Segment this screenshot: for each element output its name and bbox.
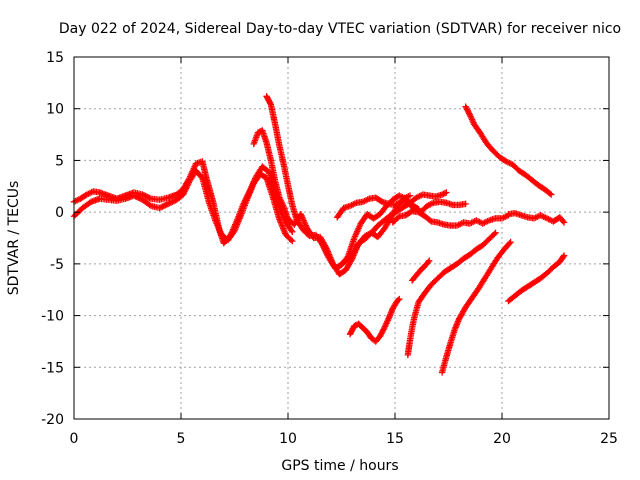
y-tick-label: 10 (46, 102, 64, 118)
y-tick-label: 15 (46, 50, 64, 66)
data-point (289, 228, 296, 235)
data-point (159, 203, 166, 210)
data-point (424, 258, 432, 266)
data-point (560, 253, 567, 261)
data-point (440, 190, 447, 198)
data-point (167, 199, 175, 206)
data-point (546, 190, 554, 197)
series-arc-2 (70, 167, 296, 245)
data-point (289, 237, 296, 245)
y-tick-label: -20 (41, 412, 64, 428)
data-point (560, 252, 568, 259)
series-arc-8 (462, 103, 555, 198)
data-point (396, 295, 403, 303)
data-point (146, 201, 153, 209)
y-tick-label: 0 (55, 205, 64, 221)
y-tick-label: -15 (41, 360, 64, 376)
series-arc-14 (346, 295, 403, 345)
data-point (135, 194, 142, 201)
data-point (465, 110, 473, 117)
data-point (266, 99, 274, 107)
series-arc-6 (334, 194, 469, 221)
data-point (426, 217, 434, 224)
data-point (441, 189, 449, 197)
x-tick-label: 25 (600, 431, 618, 447)
y-tick-label: -10 (41, 309, 64, 325)
data-point (380, 326, 387, 333)
data-point (143, 193, 150, 200)
data-points-layer (70, 93, 568, 376)
series-arc-12 (438, 238, 514, 376)
data-point (132, 193, 139, 200)
series-arc-13 (505, 252, 568, 305)
y-tick-label: 5 (55, 153, 64, 169)
tick-marks-layer (73, 56, 610, 420)
data-point (163, 201, 170, 208)
data-point (377, 197, 385, 205)
data-point (304, 231, 312, 238)
plot-frame (73, 56, 610, 420)
data-point (133, 193, 140, 201)
data-point (548, 191, 555, 198)
data-point (166, 199, 173, 207)
series-arc-10 (404, 229, 499, 359)
data-point (142, 192, 149, 200)
series-arc-9 (505, 209, 568, 226)
data-point (491, 230, 498, 238)
x-tick-label: 10 (279, 431, 297, 447)
data-point (130, 192, 138, 199)
y-tick-label: -5 (50, 257, 64, 273)
x-tick-label: 5 (177, 431, 186, 447)
series-arc-7 (389, 207, 512, 229)
series-arc-4 (263, 93, 422, 272)
data-point (462, 200, 469, 208)
grid-layer (74, 57, 609, 419)
data-point (492, 229, 499, 237)
data-point (426, 257, 433, 264)
data-point (170, 197, 178, 205)
data-point (438, 191, 446, 198)
data-point (146, 194, 153, 202)
data-point (164, 200, 172, 208)
data-point (351, 322, 358, 330)
data-point (287, 236, 295, 244)
data-point (162, 202, 169, 209)
data-point (156, 204, 163, 212)
data-point (559, 217, 567, 225)
data-point (136, 195, 143, 202)
data-point (443, 189, 450, 196)
data-point (157, 204, 165, 211)
x-tick-label: 20 (493, 431, 511, 447)
data-point (140, 192, 148, 199)
x-axis-label: GPS time / hours (281, 458, 398, 474)
data-point (406, 192, 414, 199)
data-point (288, 227, 295, 234)
data-point (144, 194, 152, 201)
y-axis-label: SDTVAR / TECUs (6, 181, 22, 296)
x-tick-label: 0 (70, 431, 79, 447)
data-point (160, 202, 168, 210)
chart-title: Day 022 of 2024, Sidereal Day-to-day VTE… (59, 21, 621, 37)
data-point (506, 240, 513, 247)
data-point (395, 296, 402, 304)
series-arc-11 (408, 257, 433, 284)
data-point (169, 198, 176, 205)
tick-labels-layer: 0 5 10 15 20 25 15 10 5 0 -5 -10 -15 -20 (41, 50, 618, 447)
x-tick-label: 15 (386, 431, 404, 447)
data-point (507, 238, 514, 246)
data-point (560, 219, 568, 226)
